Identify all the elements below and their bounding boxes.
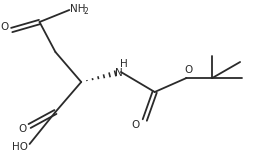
Text: 2: 2 [84,7,89,17]
Text: O: O [184,65,193,75]
Text: HO: HO [12,142,28,152]
Text: O: O [19,124,27,134]
Text: O: O [1,22,9,32]
Text: N: N [115,68,123,78]
Text: O: O [132,120,140,130]
Text: H: H [120,59,128,69]
Text: NH: NH [70,4,85,14]
